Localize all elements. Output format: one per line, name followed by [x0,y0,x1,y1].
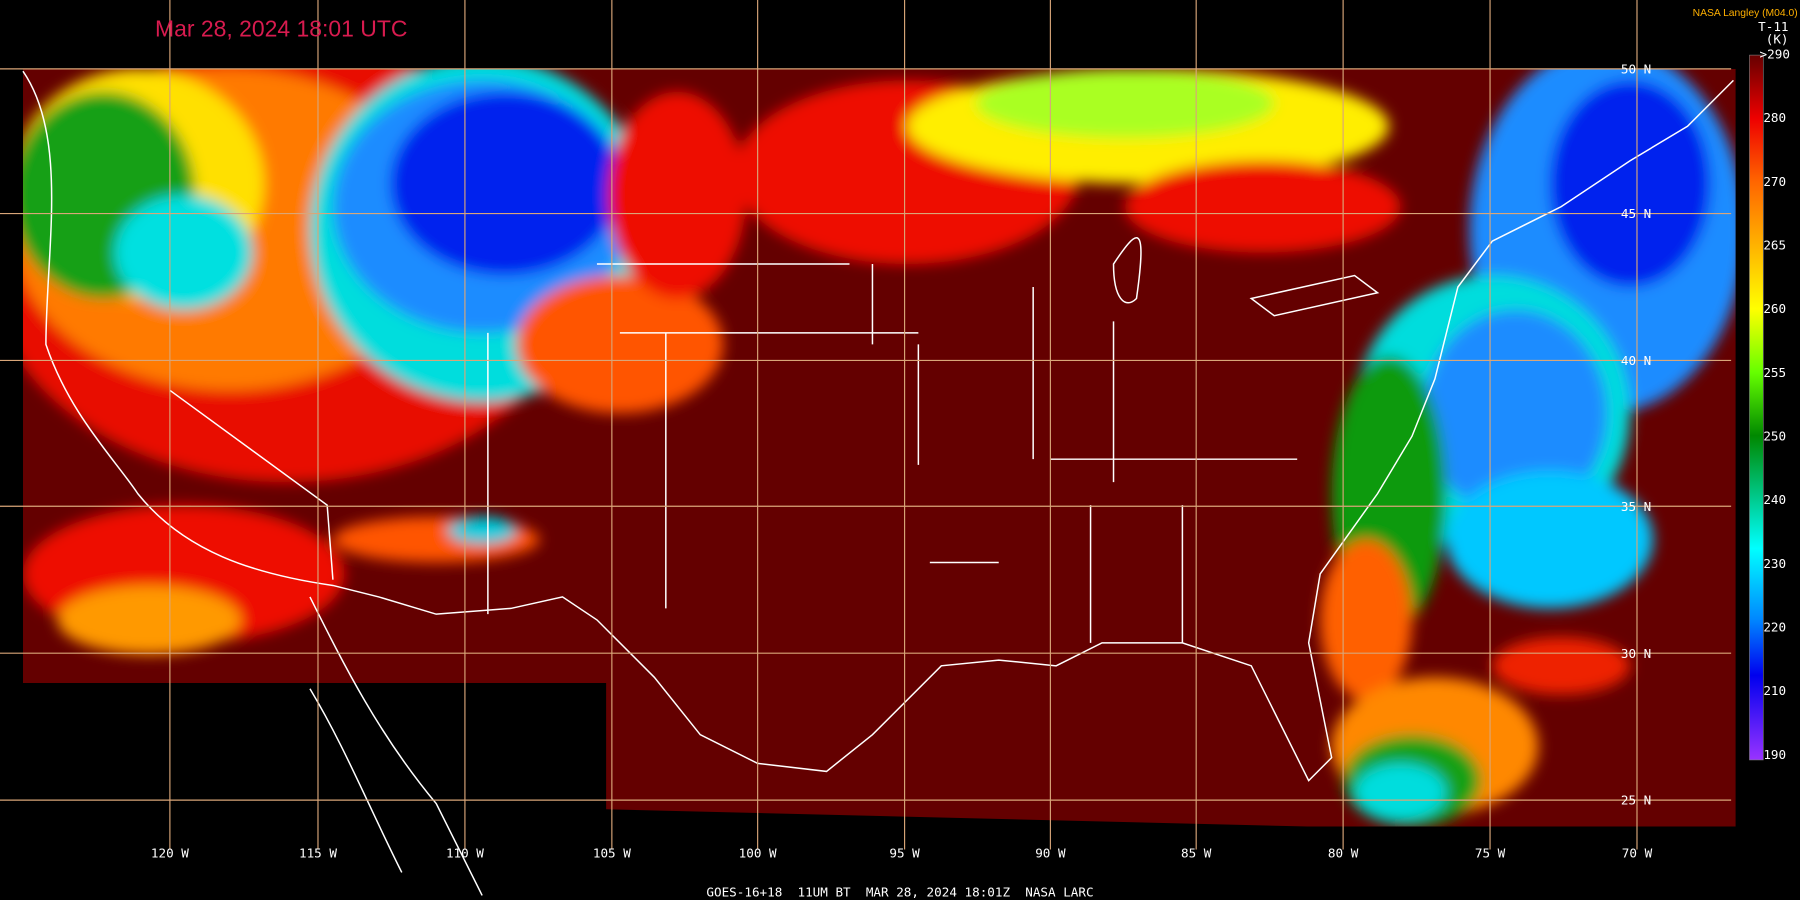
lat-label: 45 N [1621,206,1651,221]
legend-label: 280 [1763,110,1786,125]
lat-label: 50 N [1621,61,1651,76]
lon-label: 110 W [446,846,484,861]
credit: NASA Langley (M04.0) [1693,8,1798,19]
lon-label: 120 W [151,846,189,861]
color-bar [1749,54,1764,761]
lon-label: 85 W [1181,846,1212,861]
lat-label: 40 N [1621,353,1651,368]
lon-label: 90 W [1035,846,1066,861]
legend-label: 250 [1763,429,1786,444]
lon-label: 70 W [1622,846,1653,861]
legend-label: 265 [1763,238,1786,253]
lon-label: 95 W [889,846,920,861]
legend-channel: T-11 [1758,19,1788,34]
legend-label: 230 [1763,556,1786,571]
legend-label: 220 [1763,619,1786,634]
lon-label: 80 W [1328,846,1359,861]
legend-label: 260 [1763,301,1786,316]
legend-label: 255 [1763,365,1786,380]
lat-label: 35 N [1621,499,1651,514]
lon-label: 115 W [299,846,337,861]
legend-label: 210 [1763,683,1786,698]
lat-label: 30 N [1621,646,1651,661]
legend-label: 270 [1763,174,1786,189]
lon-label: 100 W [739,846,777,861]
footer-caption: GOES-16+18 11UM BT MAR 28, 2024 18:01Z N… [706,885,1093,900]
lon-label: 75 W [1475,846,1506,861]
lon-label: 105 W [593,846,631,861]
legend-label: 240 [1763,492,1786,507]
legend-unit: (K) [1766,32,1789,47]
graticule [0,0,1732,850]
coastlines [22,70,1734,896]
timestamp: Mar 28, 2024 18:01 UTC [155,16,407,42]
lat-label: 25 N [1621,793,1651,808]
legend-label: >290 [1760,47,1790,62]
legend-label: 190 [1763,747,1786,762]
